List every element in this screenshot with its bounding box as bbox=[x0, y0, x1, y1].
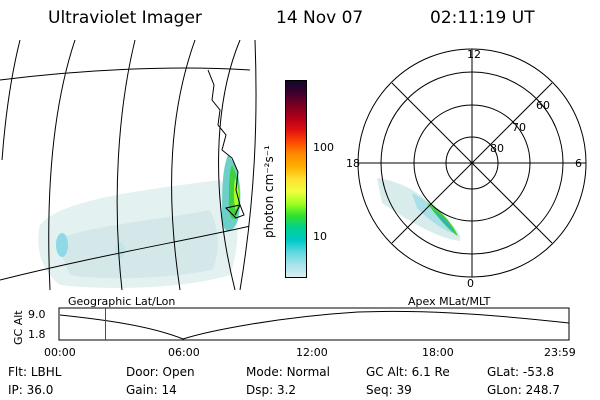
footer-gain: Gain: 14 bbox=[126, 383, 177, 397]
mlt-label-0: 0 bbox=[467, 277, 474, 290]
footer-gc-alt: GC Alt: 6.1 Re bbox=[366, 365, 450, 379]
footer-dsp: Dsp: 3.2 bbox=[246, 383, 297, 397]
instrument-title: Ultraviolet Imager bbox=[48, 8, 202, 28]
altitude-xtick-1: 06:00 bbox=[168, 346, 200, 359]
colorbar-tick-100: 100 bbox=[313, 141, 334, 154]
mlt-label-12: 12 bbox=[467, 48, 481, 61]
altitude-xtick-4: 23:59 bbox=[544, 346, 576, 359]
colorbar-tick-10: 10 bbox=[313, 230, 327, 243]
polar-plot bbox=[357, 48, 587, 278]
footer-ip: IP: 36.0 bbox=[8, 383, 54, 397]
colorbar bbox=[285, 80, 307, 278]
header-date: 14 Nov 07 bbox=[276, 8, 364, 28]
geographic-map bbox=[0, 40, 257, 290]
altitude-ytick-min: 1.8 bbox=[28, 328, 46, 341]
apex-label: Apex MLat/MLT bbox=[408, 295, 491, 308]
altitude-xtick-3: 18:00 bbox=[422, 346, 454, 359]
altitude-xtick-0: 00:00 bbox=[44, 346, 76, 359]
footer-seq: Seq: 39 bbox=[366, 383, 412, 397]
header-time: 02:11:19 UT bbox=[430, 8, 535, 28]
colorbar-unit-label: photon cm⁻²s⁻¹ bbox=[262, 145, 276, 238]
footer-door: Door: Open bbox=[126, 365, 195, 379]
footer-mode: Mode: Normal bbox=[246, 365, 330, 379]
lat-label-70: 70 bbox=[512, 121, 526, 134]
geographic-label: Geographic Lat/Lon bbox=[68, 295, 176, 308]
altitude-plot bbox=[58, 307, 570, 341]
footer-glon: GLon: 248.7 bbox=[487, 383, 560, 397]
altitude-ytick-max: 9.0 bbox=[28, 308, 46, 321]
mlt-label-6: 6 bbox=[575, 157, 582, 170]
footer-glat: GLat: -53.8 bbox=[487, 365, 554, 379]
footer-flt: Flt: LBHL bbox=[8, 365, 62, 379]
lat-label-60: 60 bbox=[536, 99, 550, 112]
altitude-ylabel: GC Alt bbox=[12, 310, 25, 345]
altitude-xtick-2: 12:00 bbox=[296, 346, 328, 359]
mlt-label-18: 18 bbox=[346, 157, 360, 170]
lat-label-80: 80 bbox=[490, 142, 504, 155]
